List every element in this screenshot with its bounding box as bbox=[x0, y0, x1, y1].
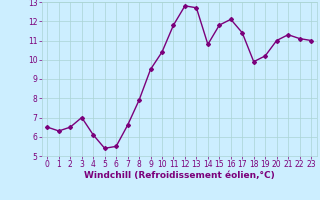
X-axis label: Windchill (Refroidissement éolien,°C): Windchill (Refroidissement éolien,°C) bbox=[84, 171, 275, 180]
